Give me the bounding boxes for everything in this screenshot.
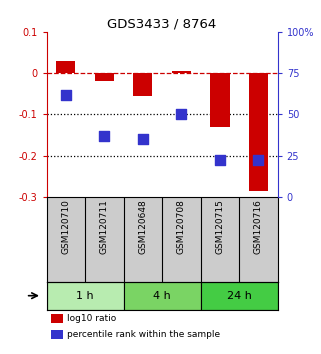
Text: GSM120648: GSM120648	[138, 199, 147, 254]
Text: 1 h: 1 h	[76, 291, 94, 301]
Bar	[56, 61, 75, 73]
Bar	[201, 281, 278, 310]
Point	[102, 133, 107, 138]
Bar	[210, 73, 230, 127]
Text: GSM120708: GSM120708	[177, 199, 186, 254]
Bar	[51, 314, 63, 323]
Bar	[95, 73, 114, 81]
Point	[63, 92, 68, 97]
Point	[140, 136, 145, 142]
Text: 24 h: 24 h	[227, 291, 252, 301]
Text: log10 ratio: log10 ratio	[67, 314, 117, 323]
Text: GSM120711: GSM120711	[100, 199, 109, 254]
Text: GSM120715: GSM120715	[215, 199, 224, 254]
Bar	[47, 281, 124, 310]
Point	[256, 158, 261, 163]
Text: 4 h: 4 h	[153, 291, 171, 301]
Text: percentile rank within the sample: percentile rank within the sample	[67, 330, 221, 339]
Text: GSM120710: GSM120710	[61, 199, 70, 254]
Bar	[249, 73, 268, 190]
Bar	[172, 71, 191, 73]
Point	[217, 158, 222, 163]
Title: GDS3433 / 8764: GDS3433 / 8764	[108, 18, 217, 31]
Point	[179, 112, 184, 117]
Bar	[51, 330, 63, 339]
Bar	[133, 73, 152, 96]
Bar	[124, 281, 201, 310]
Text: GSM120716: GSM120716	[254, 199, 263, 254]
